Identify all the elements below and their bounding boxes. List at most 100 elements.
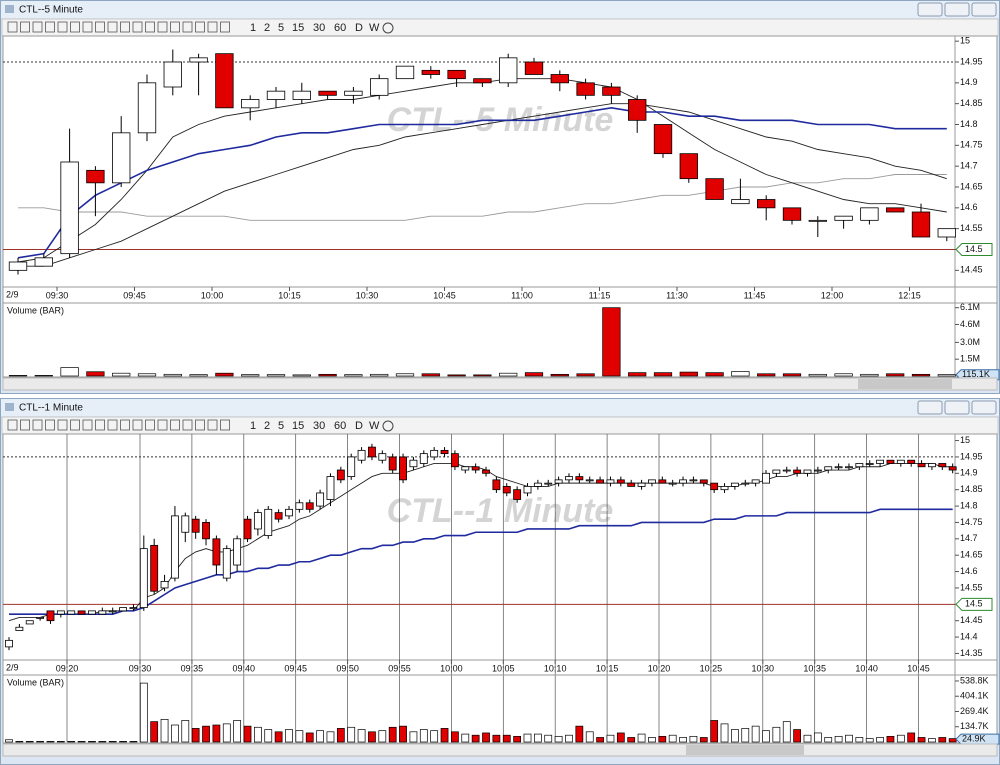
- toolbar-icon[interactable]: [20, 21, 30, 33]
- toolbar-icon[interactable]: [45, 419, 55, 431]
- toolbar-icon[interactable]: [70, 21, 80, 33]
- candle-body: [668, 482, 677, 485]
- toolbar-icon[interactable]: [182, 419, 193, 431]
- candle-body: [421, 69, 440, 75]
- toolbar-icon[interactable]: [170, 419, 180, 431]
- toolbar-icon[interactable]: [132, 419, 143, 431]
- toolbar-icon[interactable]: [157, 419, 168, 431]
- y-tick-label: 14.75: [960, 140, 983, 150]
- scrollbar[interactable]: [2, 377, 998, 391]
- period-button[interactable]: 30: [313, 420, 325, 432]
- period-button[interactable]: 2: [264, 22, 270, 34]
- volume-bar: [60, 367, 79, 377]
- period-button[interactable]: 1: [250, 420, 256, 432]
- toolbar-icon[interactable]: [220, 419, 230, 431]
- volume-bar: [762, 730, 770, 743]
- volume-bar: [937, 374, 956, 377]
- toolbar-icon[interactable]: [20, 419, 30, 431]
- toolbar-icon[interactable]: [195, 21, 205, 33]
- volume-bar: [112, 372, 131, 377]
- toolbar-icon[interactable]: [170, 21, 180, 33]
- toolbar-icon[interactable]: [7, 21, 18, 33]
- toolbar-icon[interactable]: [70, 419, 80, 431]
- volume-bar: [731, 371, 750, 377]
- volume-tick-label: 4.6M: [960, 319, 980, 329]
- period-button[interactable]: 1: [250, 22, 256, 34]
- period-button[interactable]: 5: [278, 22, 284, 34]
- window-title: CTL--1 Minute: [19, 403, 83, 414]
- toolbar-icon[interactable]: [95, 419, 105, 431]
- period-button[interactable]: D: [355, 22, 363, 34]
- toolbar-icon[interactable]: [82, 419, 93, 431]
- scrollbar-thumb[interactable]: [686, 745, 804, 755]
- window-button-min[interactable]: [917, 2, 943, 17]
- volume-bar: [370, 373, 389, 377]
- candle-body: [129, 607, 138, 609]
- toolbar-icon[interactable]: [220, 21, 230, 33]
- volume-bar: [648, 737, 656, 743]
- candle-body: [5, 639, 13, 648]
- toolbar-icon[interactable]: [145, 21, 155, 33]
- toolbar-icon[interactable]: [32, 419, 43, 431]
- period-button[interactable]: 60: [334, 22, 346, 34]
- toolbar-close[interactable]: [382, 22, 394, 34]
- x-tick-label: 09:30: [129, 663, 152, 673]
- candle-body: [77, 610, 86, 615]
- toolbar-icon[interactable]: [107, 21, 118, 33]
- window-button-close[interactable]: [971, 400, 997, 415]
- period-button[interactable]: D: [355, 420, 363, 432]
- period-button[interactable]: 2: [264, 420, 270, 432]
- period-button[interactable]: 60: [334, 420, 346, 432]
- period-button[interactable]: W: [369, 420, 380, 432]
- period-button[interactable]: 5: [278, 420, 284, 432]
- volume-bar: [285, 729, 293, 743]
- toolbar-icon[interactable]: [120, 21, 130, 33]
- toolbar-icon[interactable]: [45, 21, 55, 33]
- volume-last-marker: [955, 733, 1000, 745]
- toolbar-close[interactable]: [382, 420, 394, 432]
- candle-body: [98, 610, 107, 615]
- toolbar-icon[interactable]: [7, 419, 18, 431]
- toolbar-icon[interactable]: [107, 419, 118, 431]
- period-button[interactable]: 15: [292, 420, 304, 432]
- volume-bar: [215, 372, 234, 377]
- candle-body: [292, 90, 311, 100]
- toolbar-icon[interactable]: [207, 21, 218, 33]
- toolbar-icon[interactable]: [145, 419, 155, 431]
- volume-bar: [318, 373, 337, 377]
- toolbar-icon[interactable]: [195, 419, 205, 431]
- volume-tick-label: 1.5M: [960, 354, 980, 364]
- window-button-close[interactable]: [971, 2, 997, 17]
- toolbar-icon[interactable]: [132, 21, 143, 33]
- toolbar-icon[interactable]: [82, 21, 93, 33]
- volume-bar: [150, 721, 159, 743]
- toolbar-icon[interactable]: [120, 419, 130, 431]
- toolbar-icon[interactable]: [57, 419, 68, 431]
- toolbar-icon[interactable]: [57, 21, 68, 33]
- window-title: CTL--5 Minute: [19, 5, 83, 16]
- scrollbar[interactable]: [2, 743, 998, 757]
- toolbar-icon[interactable]: [207, 419, 218, 431]
- period-button[interactable]: 15: [292, 22, 304, 34]
- volume-bar: [928, 738, 936, 743]
- candle-body: [450, 453, 459, 468]
- x-tick-label: 09:30: [46, 290, 69, 300]
- candle-body: [513, 489, 522, 500]
- toolbar-icon[interactable]: [182, 21, 193, 33]
- candle-body: [241, 99, 260, 109]
- candle-body: [803, 469, 812, 474]
- window-button-max[interactable]: [944, 2, 970, 17]
- toolbar-icon[interactable]: [95, 21, 105, 33]
- period-button[interactable]: W: [369, 22, 380, 34]
- window-button-max[interactable]: [944, 400, 970, 415]
- volume-bar: [948, 738, 957, 743]
- period-button[interactable]: 30: [313, 22, 325, 34]
- candle-body: [648, 479, 656, 484]
- window-button-min[interactable]: [917, 400, 943, 415]
- candle-body: [627, 482, 636, 487]
- toolbar-icon[interactable]: [32, 21, 43, 33]
- toolbar-icon[interactable]: [157, 21, 168, 33]
- scrollbar-thumb[interactable]: [858, 379, 952, 389]
- x-tick-label: 10:00: [440, 663, 463, 673]
